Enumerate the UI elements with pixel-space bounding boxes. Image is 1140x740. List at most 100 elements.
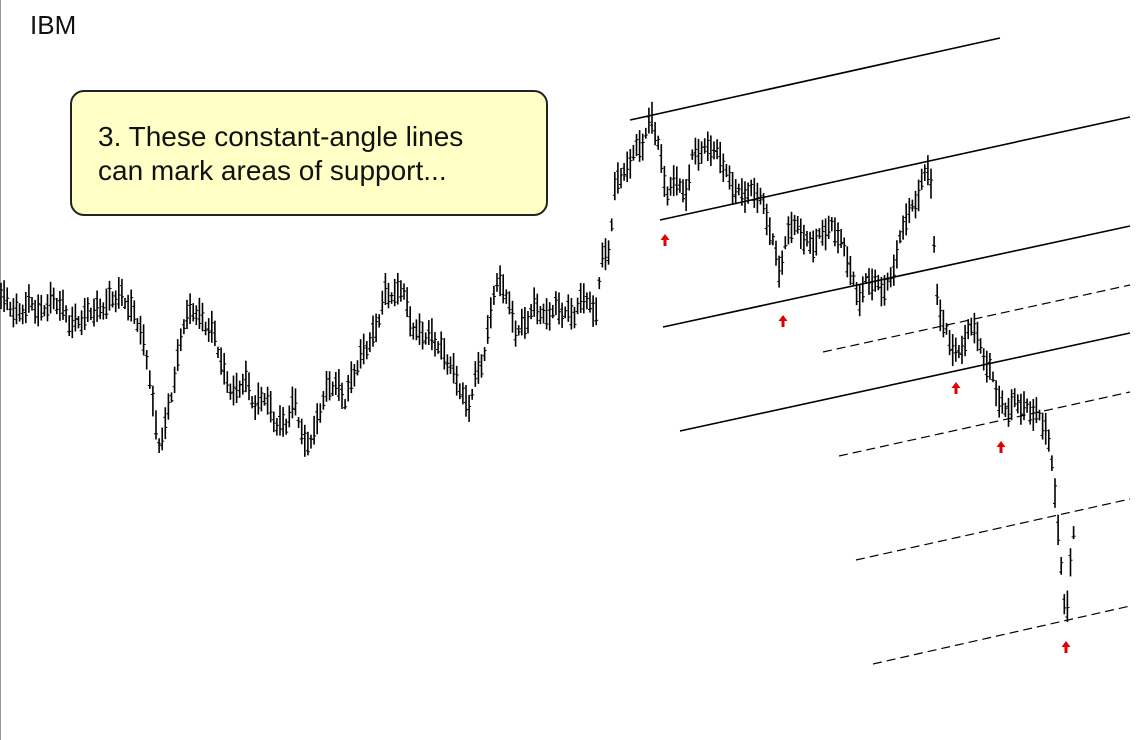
price-bar <box>98 298 103 320</box>
price-bar <box>39 295 44 321</box>
price-bar <box>764 203 769 236</box>
price-bar <box>64 305 69 323</box>
price-bar <box>284 418 289 435</box>
callout-line-2: can mark areas of support... <box>98 155 447 186</box>
price-bar <box>225 371 230 393</box>
price-bar <box>774 240 778 266</box>
price-bar <box>262 393 267 406</box>
price-bar <box>547 302 552 331</box>
price-bar <box>619 168 623 189</box>
price-bar <box>228 383 233 400</box>
price-bar <box>268 391 273 423</box>
price-bar <box>0 282 3 310</box>
price-bar <box>727 165 732 190</box>
price-bar <box>839 228 844 248</box>
price-bar <box>95 290 100 322</box>
price-bar <box>54 298 59 315</box>
price-bar <box>553 291 558 316</box>
price-bar <box>340 382 344 409</box>
price-bar <box>941 309 946 338</box>
price-bar <box>1015 394 1020 414</box>
price-bar <box>625 151 630 183</box>
support-arrow-icon <box>1061 641 1071 653</box>
price-bar <box>470 388 475 400</box>
price-bar <box>364 341 369 360</box>
price-bar <box>188 293 193 325</box>
price-bar <box>135 318 140 332</box>
price-bar <box>730 172 735 204</box>
price-bar <box>758 187 763 205</box>
price-bar <box>702 138 707 154</box>
price-bar <box>659 144 664 173</box>
price-bar <box>132 300 137 324</box>
price-bar <box>1009 389 1014 421</box>
price-bar <box>436 341 441 354</box>
price-bar <box>1037 409 1042 421</box>
price-bar <box>671 165 676 197</box>
price-bar <box>451 352 456 384</box>
price-bar <box>85 297 90 322</box>
price-bar <box>519 308 524 336</box>
price-bar <box>888 267 893 288</box>
price-bar <box>746 182 751 204</box>
price-bar <box>172 366 177 394</box>
price-bar <box>845 246 850 278</box>
price-bar <box>501 274 506 304</box>
price-bar <box>1056 514 1061 546</box>
price-bar <box>975 321 980 352</box>
price-bar <box>309 434 313 449</box>
price-bar <box>17 303 22 322</box>
price-bar <box>935 283 940 305</box>
price-bar <box>333 372 338 395</box>
price-bar <box>377 314 382 328</box>
price-bar <box>550 304 555 319</box>
price-bar <box>8 301 13 317</box>
price-bar <box>212 320 217 347</box>
price-bar <box>23 292 28 324</box>
price-bar <box>398 280 403 302</box>
price-bar <box>640 133 645 161</box>
price-bar <box>358 339 363 369</box>
price-bar <box>808 231 813 254</box>
price-bar <box>5 287 10 311</box>
price-bar <box>867 268 871 295</box>
price-bar <box>882 275 887 306</box>
price-bar <box>987 352 992 380</box>
price-bar <box>997 385 1002 418</box>
price-bar <box>343 399 348 410</box>
price-bar <box>532 287 537 317</box>
price-bar <box>681 179 685 203</box>
price-bar <box>88 307 93 321</box>
price-bar <box>829 217 834 232</box>
price-bar <box>628 148 633 179</box>
price-bar <box>891 254 896 286</box>
trendline-6 <box>838 391 1131 457</box>
price-bar <box>1053 478 1057 508</box>
price-bar <box>1012 388 1017 408</box>
price-bar <box>178 328 183 352</box>
price-bar <box>513 320 518 347</box>
price-bar <box>820 219 825 246</box>
price-bar <box>708 135 713 167</box>
price-bar <box>61 289 65 320</box>
price-bar <box>1028 401 1033 425</box>
annotation-callout: 3. These constant-angle lines can mark a… <box>70 90 548 216</box>
price-bar <box>367 332 372 353</box>
price-bar <box>736 183 741 196</box>
price-bar <box>479 354 484 378</box>
price-bar <box>482 347 487 362</box>
price-bar <box>495 273 499 292</box>
price-bar <box>355 360 360 376</box>
ticker-label: IBM <box>30 10 77 40</box>
price-bar <box>302 424 307 457</box>
price-bar <box>20 304 25 325</box>
price-bar <box>473 361 478 387</box>
price-bar <box>929 168 933 199</box>
price-bar <box>699 141 704 164</box>
price-bar <box>609 218 614 232</box>
price-bar <box>82 297 87 330</box>
price-bar <box>677 178 682 193</box>
price-bar <box>157 438 162 454</box>
price-bar <box>969 317 974 336</box>
